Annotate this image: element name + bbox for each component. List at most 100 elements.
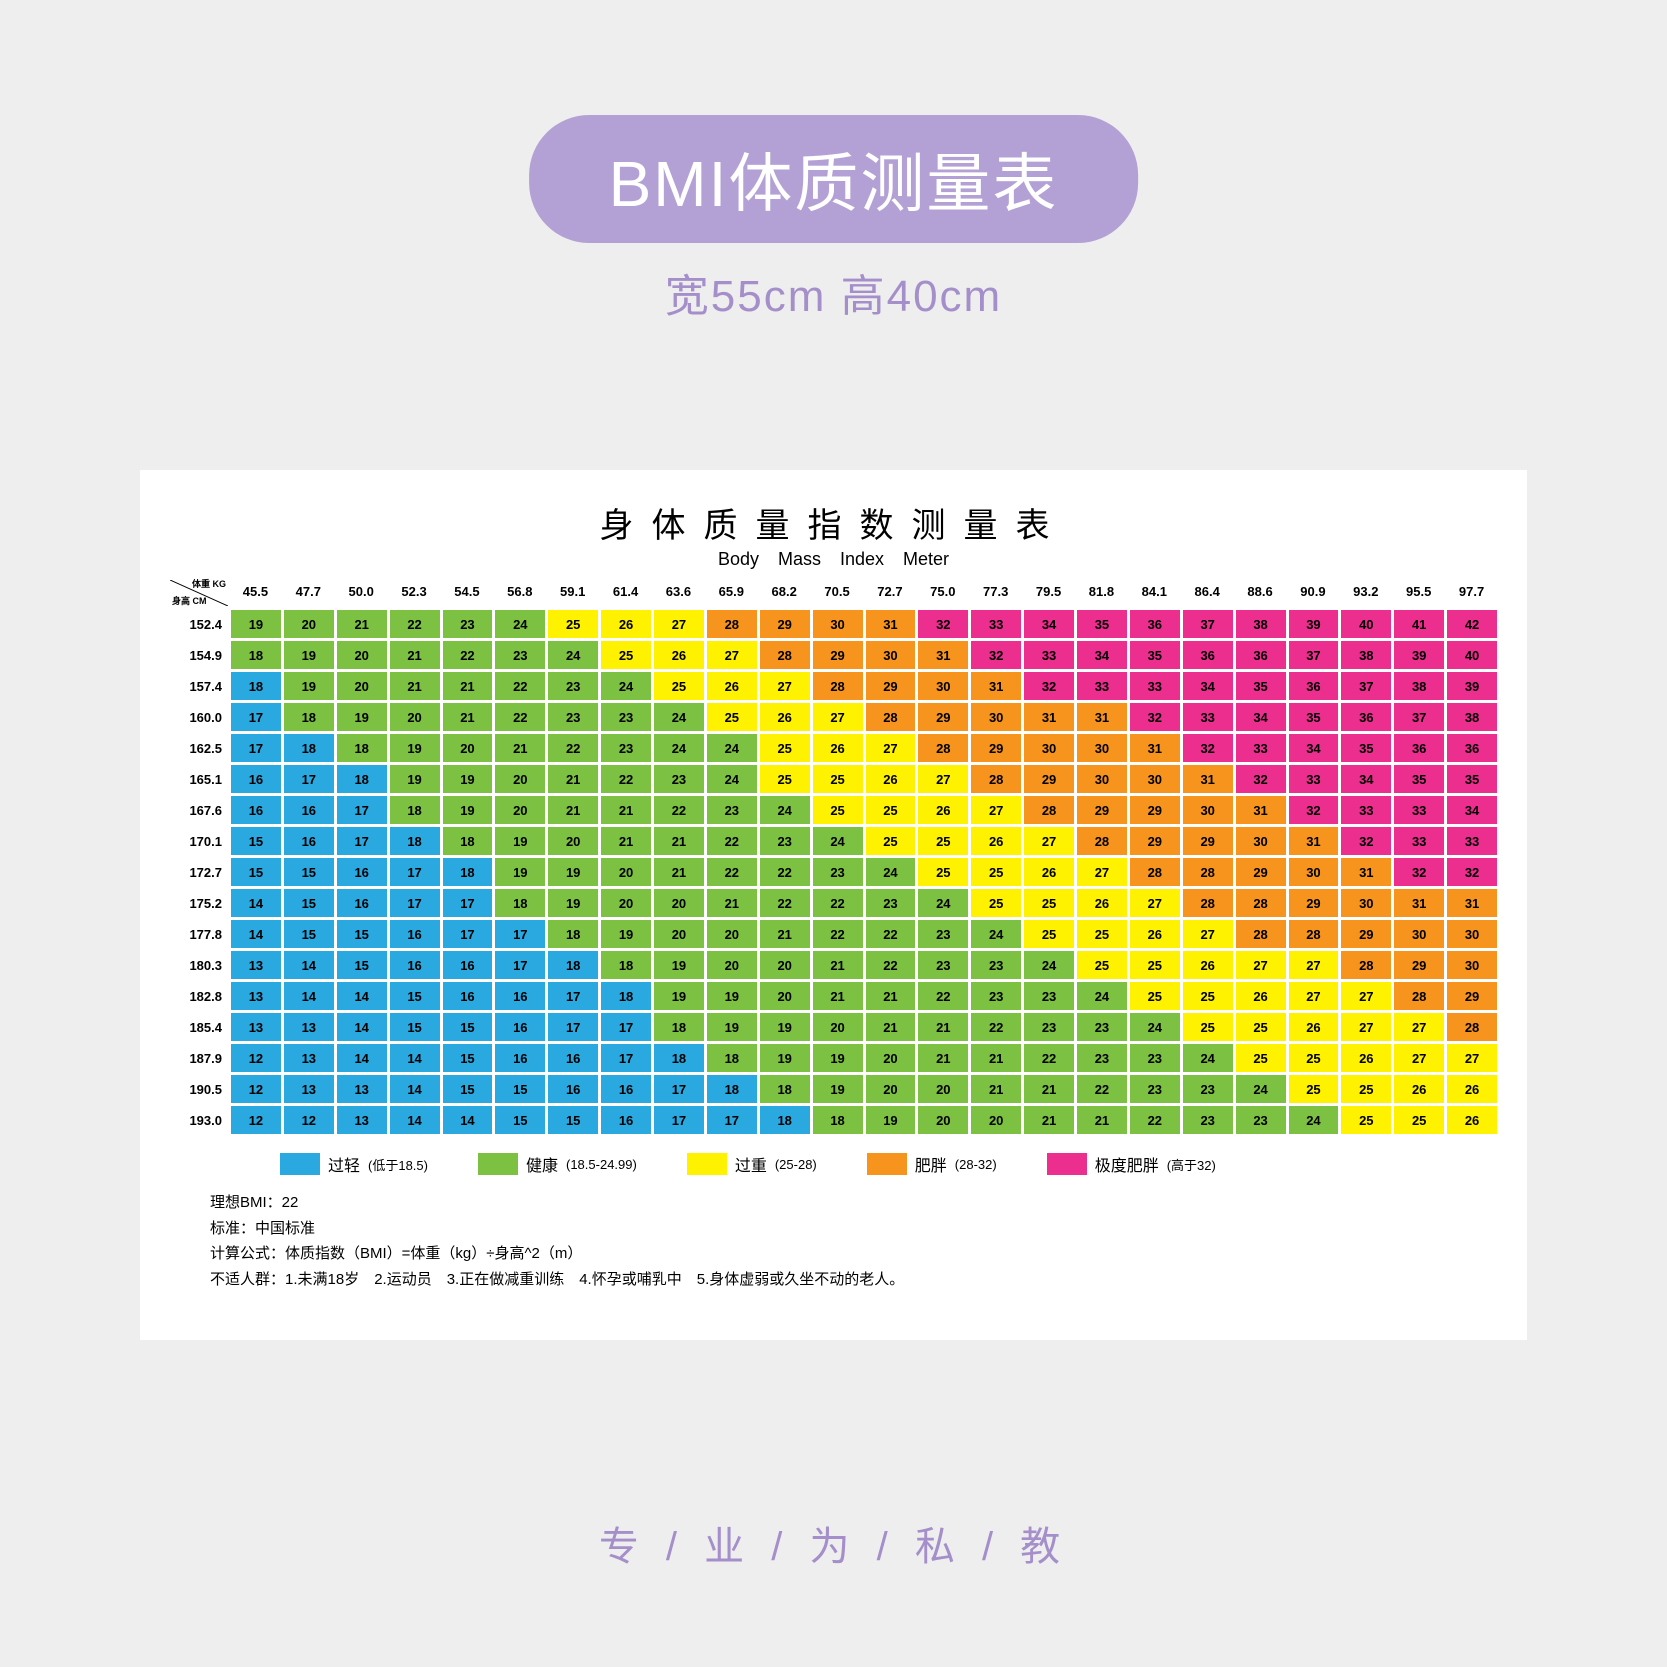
bmi-row: 177.814151516171718192020212222232425252… xyxy=(170,920,1497,948)
bmi-cell: 36 xyxy=(1236,641,1286,669)
bmi-cell: 20 xyxy=(337,641,387,669)
bmi-cell: 24 xyxy=(971,920,1021,948)
weight-header: 50.0 xyxy=(336,580,387,606)
bmi-cell: 20 xyxy=(390,703,440,731)
bmi-cell: 25 xyxy=(1183,1013,1233,1041)
weight-header: 68.2 xyxy=(759,580,810,606)
bmi-cell: 19 xyxy=(866,1106,916,1134)
bmi-row: 187.912131414151616171818191920212122232… xyxy=(170,1044,1497,1072)
bmi-cell: 24 xyxy=(1130,1013,1180,1041)
weight-header: 63.6 xyxy=(653,580,704,606)
bmi-cell: 26 xyxy=(971,827,1021,855)
bmi-cell: 27 xyxy=(1341,1013,1391,1041)
bmi-cell: 19 xyxy=(495,858,545,886)
bmi-cell: 23 xyxy=(601,703,651,731)
bmi-cell: 21 xyxy=(337,610,387,638)
bmi-cell: 29 xyxy=(1236,858,1286,886)
bmi-cell: 23 xyxy=(971,951,1021,979)
weight-header: 45.5 xyxy=(230,580,281,606)
bmi-cell: 23 xyxy=(707,796,757,824)
bmi-cell: 27 xyxy=(1024,827,1074,855)
legend-label: 过轻 xyxy=(328,1152,360,1176)
bmi-cell: 30 xyxy=(918,672,968,700)
bmi-cell: 12 xyxy=(231,1044,281,1072)
bmi-cell: 19 xyxy=(813,1075,863,1103)
bmi-cell: 19 xyxy=(284,641,334,669)
bmi-cell: 25 xyxy=(1130,951,1180,979)
height-label: 187.9 xyxy=(170,1051,228,1066)
bmi-cell: 22 xyxy=(495,672,545,700)
bmi-cell: 17 xyxy=(601,1013,651,1041)
bmi-cell: 31 xyxy=(1183,765,1233,793)
bmi-cell: 27 xyxy=(866,734,916,762)
bmi-cell: 22 xyxy=(1077,1075,1127,1103)
height-label: 182.8 xyxy=(170,989,228,1004)
bmi-cell: 27 xyxy=(1341,982,1391,1010)
bmi-cell: 23 xyxy=(601,734,651,762)
bmi-cell: 20 xyxy=(866,1075,916,1103)
bmi-cell: 15 xyxy=(548,1106,598,1134)
bmi-cell: 24 xyxy=(1077,982,1127,1010)
bmi-cell: 17 xyxy=(654,1106,704,1134)
bmi-cell: 20 xyxy=(601,889,651,917)
column-headers-row: 体重 KG 身高 CM 45.547.750.052.354.556.859.1… xyxy=(170,580,1497,606)
bmi-cell: 30 xyxy=(1289,858,1339,886)
bmi-cell: 23 xyxy=(971,982,1021,1010)
weight-header: 97.7 xyxy=(1446,580,1497,606)
legend-range: (28-32) xyxy=(955,1157,997,1172)
bmi-cell: 34 xyxy=(1289,734,1339,762)
bmi-cell: 21 xyxy=(443,703,493,731)
bmi-cell: 25 xyxy=(760,734,810,762)
bmi-cell: 30 xyxy=(1447,951,1497,979)
bmi-cell: 14 xyxy=(231,920,281,948)
bmi-cell: 13 xyxy=(231,1013,281,1041)
bmi-cell: 23 xyxy=(1024,982,1074,1010)
bmi-cell: 18 xyxy=(443,858,493,886)
bmi-cell: 17 xyxy=(707,1106,757,1134)
bmi-cell: 26 xyxy=(1447,1106,1497,1134)
bmi-cell: 31 xyxy=(1130,734,1180,762)
bmi-cell: 20 xyxy=(707,920,757,948)
bmi-cell: 30 xyxy=(1024,734,1074,762)
bmi-cell: 32 xyxy=(1394,858,1444,886)
bmi-cell: 27 xyxy=(1183,920,1233,948)
bmi-cell: 20 xyxy=(760,982,810,1010)
bmi-cell: 21 xyxy=(548,796,598,824)
bmi-cell: 22 xyxy=(707,858,757,886)
bmi-cell: 23 xyxy=(866,889,916,917)
bmi-cell: 14 xyxy=(390,1106,440,1134)
weight-header: 90.9 xyxy=(1288,580,1339,606)
bmi-cell: 20 xyxy=(707,951,757,979)
bmi-cell: 19 xyxy=(443,765,493,793)
weight-header: 72.7 xyxy=(865,580,916,606)
bmi-cell: 24 xyxy=(1183,1044,1233,1072)
bmi-cell: 32 xyxy=(971,641,1021,669)
bmi-cell: 14 xyxy=(284,951,334,979)
bmi-cell: 19 xyxy=(601,920,651,948)
bmi-cell: 39 xyxy=(1447,672,1497,700)
note-line: 理想BMI：22 xyxy=(210,1190,1497,1216)
bmi-cell: 25 xyxy=(654,672,704,700)
bmi-cell: 29 xyxy=(971,734,1021,762)
bmi-cell: 16 xyxy=(231,765,281,793)
bmi-cell: 17 xyxy=(443,889,493,917)
bmi-cell: 21 xyxy=(866,1013,916,1041)
bmi-cell: 29 xyxy=(918,703,968,731)
bmi-cell: 17 xyxy=(548,1013,598,1041)
bmi-cell: 33 xyxy=(1447,827,1497,855)
legend-swatch xyxy=(687,1153,727,1175)
bmi-cell: 20 xyxy=(654,920,704,948)
bmi-cell: 32 xyxy=(1289,796,1339,824)
bmi-cell: 21 xyxy=(390,672,440,700)
weight-header: 59.1 xyxy=(547,580,598,606)
bmi-cell: 30 xyxy=(1130,765,1180,793)
legend-swatch xyxy=(280,1153,320,1175)
bmi-cell: 30 xyxy=(813,610,863,638)
bmi-cell: 24 xyxy=(495,610,545,638)
bmi-cell: 28 xyxy=(760,641,810,669)
bmi-cell: 27 xyxy=(1394,1013,1444,1041)
bmi-cell: 18 xyxy=(654,1044,704,1072)
bmi-cell: 28 xyxy=(1183,889,1233,917)
bmi-cell: 25 xyxy=(1024,889,1074,917)
bmi-cell: 23 xyxy=(760,827,810,855)
